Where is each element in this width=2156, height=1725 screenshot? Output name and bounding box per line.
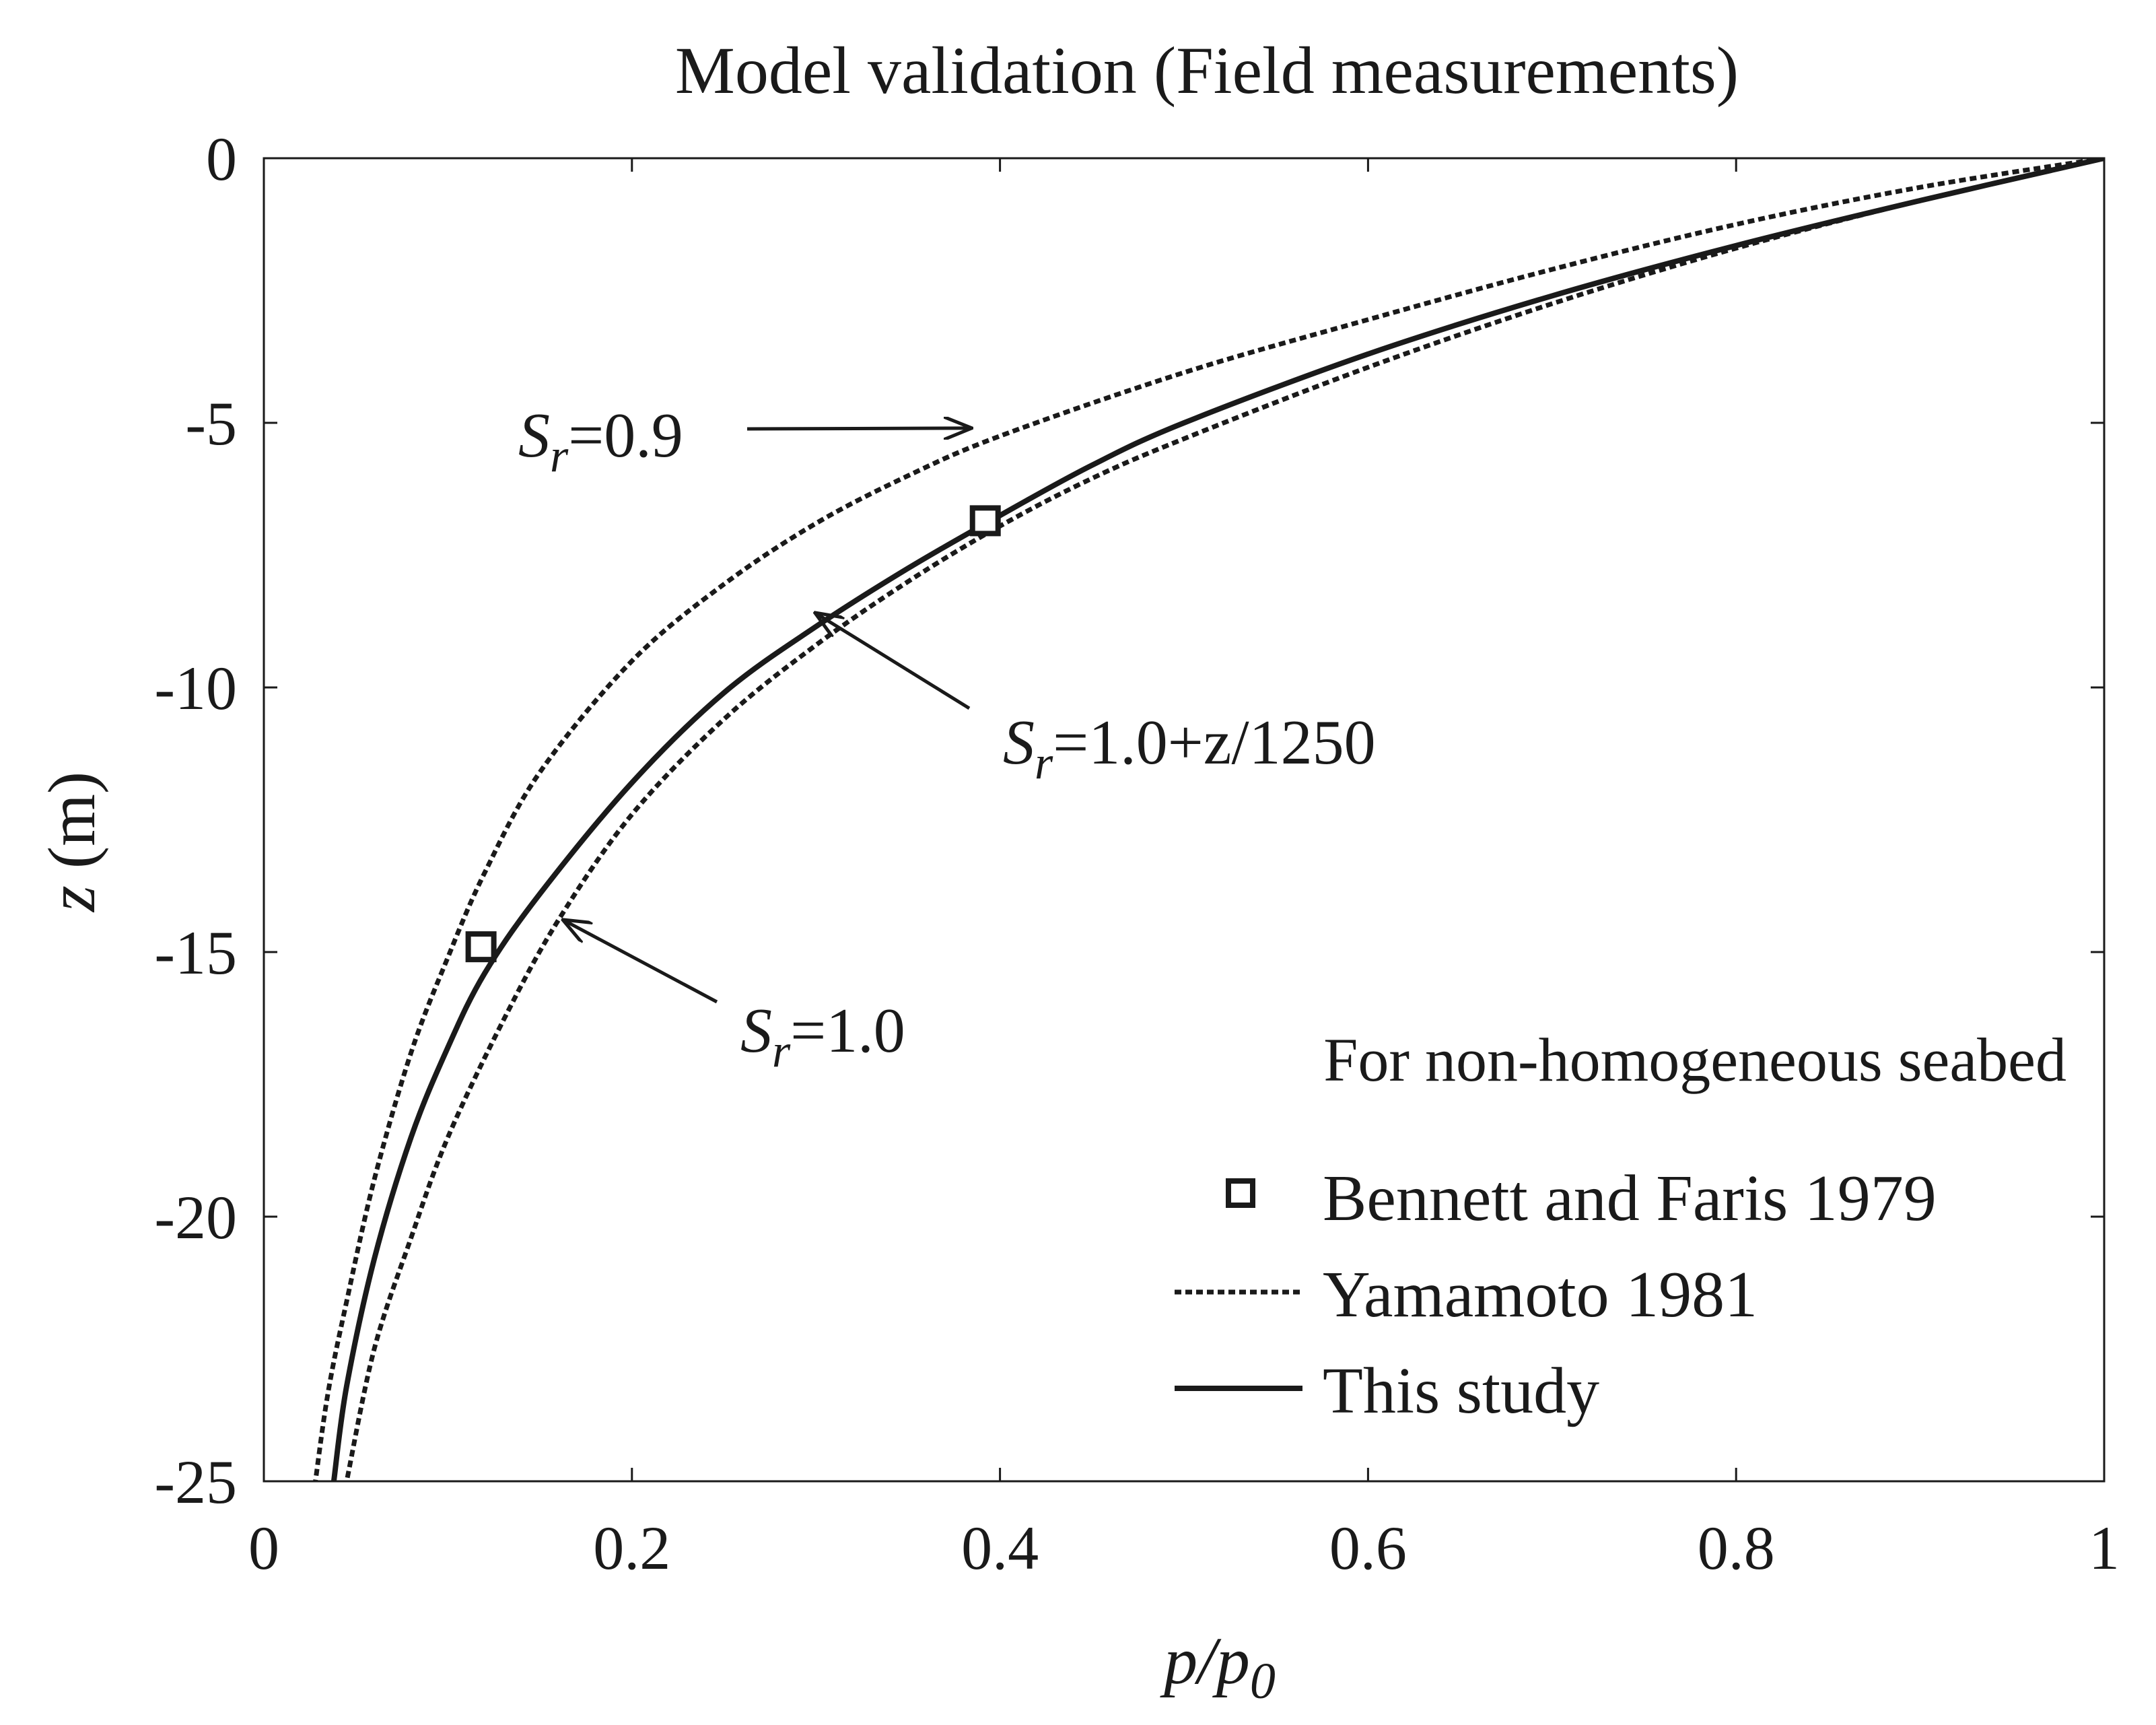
y-tick-label: -20 [154,1183,237,1252]
x-tick-label: 0 [248,1514,279,1582]
chart-title: Model validation (Field measurements) [675,33,1739,108]
x-axis-ticks: 0 0.2 0.4 0.6 0.8 1 [248,158,2120,1582]
x-tick-label: 0.4 [961,1514,1039,1582]
x-tick-label: 1 [2089,1514,2120,1582]
annotation-label: Sr=1.0 [740,996,905,1077]
bennett-faris-marker [465,931,497,963]
annotations: Sr=0.9 Sr=1.0+z/1250 Sr=1.0 [518,401,1376,1077]
plot-area [263,157,2106,1483]
y-axis-label: z (m) [34,772,109,913]
y-tick-label: -15 [154,918,237,987]
x-tick-label: 0.2 [593,1514,670,1582]
data-curves [313,158,2104,1481]
annotation-label: Sr=0.9 [518,401,683,482]
legend-square-marker [1226,1178,1255,1208]
annotation-arrow [816,613,971,710]
x-axis-label: p/p0 [1160,1623,1276,1710]
x-tick-label: 0.8 [1698,1514,1775,1582]
y-axis-ticks: 0 -5 -10 -15 -20 -25 [154,125,2104,1516]
legend: Bennett and Faris 1979 Yamamoto 1981 This … [1175,1162,1937,1427]
x-tick-label: 0.6 [1329,1514,1407,1582]
annotation-arrow [746,428,971,429]
plot-frame [263,157,2106,1483]
legend-label: Bennett and Faris 1979 [1323,1162,1937,1235]
seabed-note: For non-homogeneous seabed [1323,1025,2066,1094]
y-tick-label: -5 [185,389,237,458]
legend-label: This study [1323,1355,1599,1427]
yamamoto-curve-1 [344,158,2104,1481]
y-tick-label: -25 [154,1448,237,1516]
legend-label: Yamamoto 1981 [1323,1258,1758,1331]
yamamoto-curve-0 [313,158,2104,1481]
annotation-arrow [564,920,718,1004]
y-tick-label: -10 [154,654,237,722]
bennett-faris-marker [969,505,1001,537]
annotation-label: Sr=1.0+z/1250 [1003,708,1376,789]
this-study-curve [331,158,2104,1481]
y-tick-label: 0 [206,125,237,193]
